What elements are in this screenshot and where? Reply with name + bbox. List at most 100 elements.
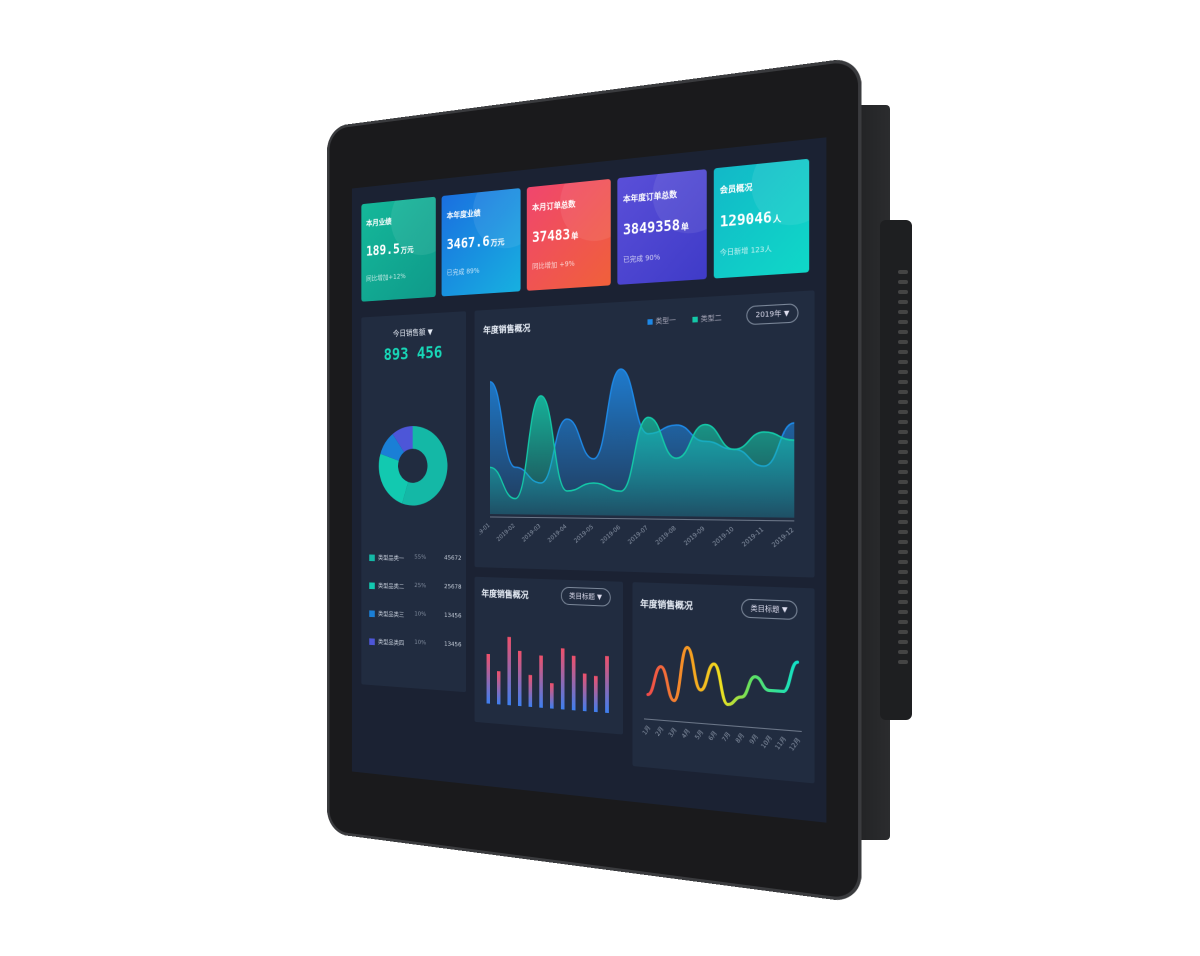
x-tick-label: 2019-11 (741, 526, 765, 548)
x-tick-label: 2019-10 (712, 526, 736, 548)
vent-slot (898, 650, 908, 654)
vent-slot (898, 570, 908, 574)
legend-swatch (369, 581, 375, 589)
bar (571, 655, 576, 711)
x-tick-label: 4月 (680, 727, 691, 740)
x-tick-label: 8月 (734, 732, 746, 745)
vent-slot (898, 530, 908, 534)
main-chart-title: 年度销售概况 (483, 324, 531, 337)
bar (496, 671, 501, 705)
card-value: 37483单 (532, 226, 579, 247)
line-chart-title: 年度销售概况 (640, 599, 693, 613)
vent-slot (898, 500, 908, 504)
vent-slot (898, 380, 908, 384)
vent-slot (898, 290, 908, 294)
card-title: 本月业绩 (366, 217, 392, 228)
donut-chart (378, 425, 448, 506)
card-value: 129046人 (719, 209, 782, 231)
bar (582, 673, 587, 712)
bar-chart-panel: 年度销售概况 类目标题 ▼ (474, 576, 624, 735)
vent-slot (898, 460, 908, 464)
x-tick-label: 9月 (748, 733, 760, 746)
vent-slot (898, 280, 908, 284)
card-subtitle: 已完成 90% (623, 253, 661, 265)
kpi-card[interactable]: 本月业绩 189.5万元 同比增加+12% (361, 196, 436, 302)
bar (539, 655, 543, 708)
vent-slot (898, 270, 908, 274)
x-tick-label: 2019-04 (547, 523, 568, 544)
legend-swatch (369, 637, 375, 645)
vent-slot (898, 470, 908, 474)
vent-slot (898, 580, 908, 584)
card-title: 会员概况 (719, 182, 753, 196)
vent-slot (898, 350, 908, 354)
bar (486, 653, 491, 704)
kpi-cards: 本月业绩 189.5万元 同比增加+12% 本年度业绩 3467.6万元 已完成… (352, 137, 826, 302)
legend-label: 类型一 (655, 316, 676, 326)
bar (560, 648, 565, 710)
legend-label: 类型二 (700, 313, 722, 324)
x-tick-label: 2019-01 (480, 522, 492, 542)
line-chart: 1月 2月 3月 4月 5月 6月 7月 8月 9月 10月 11月 12月 (641, 618, 810, 753)
bar (605, 655, 609, 714)
vent-slot (898, 520, 908, 524)
vent-slot (898, 390, 908, 394)
line-chart-panel: 年度销售概况 类目标题 ▼ 1月 2月 3月 4月 5月 6月 7月 8月 9月 10月 11月 12… (632, 582, 815, 784)
legend-percent: 55% (414, 552, 427, 561)
vent-slot (898, 410, 908, 414)
vent-slot (898, 340, 908, 344)
vent-slot (898, 370, 908, 374)
kpi-card[interactable]: 本月订单总数 37483单 同比增加 +9% (526, 178, 611, 291)
x-tick-label: 3月 (667, 726, 678, 739)
today-sales-panel: 今日销售额 ▼ 893 456 类型品类一 55% 45672 类型品类二 25% 256… (361, 311, 467, 693)
bar (517, 650, 522, 707)
vent-slot (898, 320, 908, 324)
x-tick-label: 5月 (694, 729, 706, 742)
card-subtitle: 已完成 89% (446, 266, 480, 277)
panel-pc-bezel: 本月业绩 189.5万元 同比增加+12% 本年度业绩 3467.6万元 已完成… (327, 56, 862, 904)
bar-chart-title: 年度销售概况 (481, 589, 529, 602)
card-value: 189.5万元 (366, 241, 414, 260)
card-value: 3849358单 (623, 217, 689, 239)
donut-legend-row: 类型品类二 25% 25678 (369, 580, 468, 593)
bar (528, 674, 533, 708)
vent-slot (898, 490, 908, 494)
legend-label: 类型品类二 (377, 581, 405, 591)
x-tick-label: 12月 (788, 736, 803, 752)
vent-slot (898, 620, 908, 624)
vent-slot (898, 540, 908, 544)
card-subtitle: 今日新增 123人 (719, 244, 772, 258)
x-axis (644, 719, 802, 732)
dashboard-screen: 本月业绩 189.5万元 同比增加+12% 本年度业绩 3467.6万元 已完成… (351, 137, 827, 823)
vent-slot (898, 590, 908, 594)
line-series (648, 645, 798, 709)
card-subtitle: 同比增加 +9% (532, 259, 575, 271)
area-chart: 2019-01 2019-02 2019-03 2019-04 2019-05 2019-… (480, 334, 811, 549)
kpi-card[interactable]: 本年度订单总数 3849358单 已完成 90% (617, 169, 707, 285)
x-tick-label: 2019-08 (655, 525, 678, 547)
vent-slot (898, 300, 908, 304)
x-axis (490, 517, 794, 521)
donut-legend-row: 类型品类四 10% 13456 (369, 636, 468, 651)
vent-slot (898, 400, 908, 404)
vent-slot (898, 310, 908, 314)
kpi-card[interactable]: 本年度业绩 3467.6万元 已完成 89% (441, 188, 521, 297)
x-tick-label: 2019-02 (496, 523, 517, 543)
device-stage: 本月业绩 189.5万元 同比增加+12% 本年度业绩 3467.6万元 已完成… (280, 56, 862, 904)
year-select[interactable]: 2019年 ▼ (746, 303, 799, 326)
bar-category-select[interactable]: 类目标题 ▼ (560, 586, 611, 607)
x-tick-label: 2019-09 (683, 526, 706, 548)
x-tick-label: 2019-12 (771, 527, 796, 549)
donut-legend: 类型品类一 55% 45672 类型品类二 25% 25678 类型品类三 10% 13456 类… (361, 311, 466, 648)
bar (550, 683, 554, 709)
line-category-select[interactable]: 类目标题 ▼ (741, 598, 798, 621)
vent-slot (898, 360, 908, 364)
today-sales-dropdown[interactable]: 今日销售额 ▼ (392, 327, 433, 339)
x-tick-label: 2019-07 (627, 525, 649, 546)
legend-count: 45672 (444, 553, 462, 562)
x-tick-label: 2月 (654, 725, 665, 738)
kpi-card[interactable]: 会员概况 129046人 今日新增 123人 (713, 158, 810, 279)
donut-slice (402, 425, 448, 506)
annual-sales-panel: 年度销售概况 ■ 类型一 ■ 类型二 2019年 ▼ 2019-01 2019-0… (474, 290, 815, 578)
vent-slot (898, 560, 908, 564)
